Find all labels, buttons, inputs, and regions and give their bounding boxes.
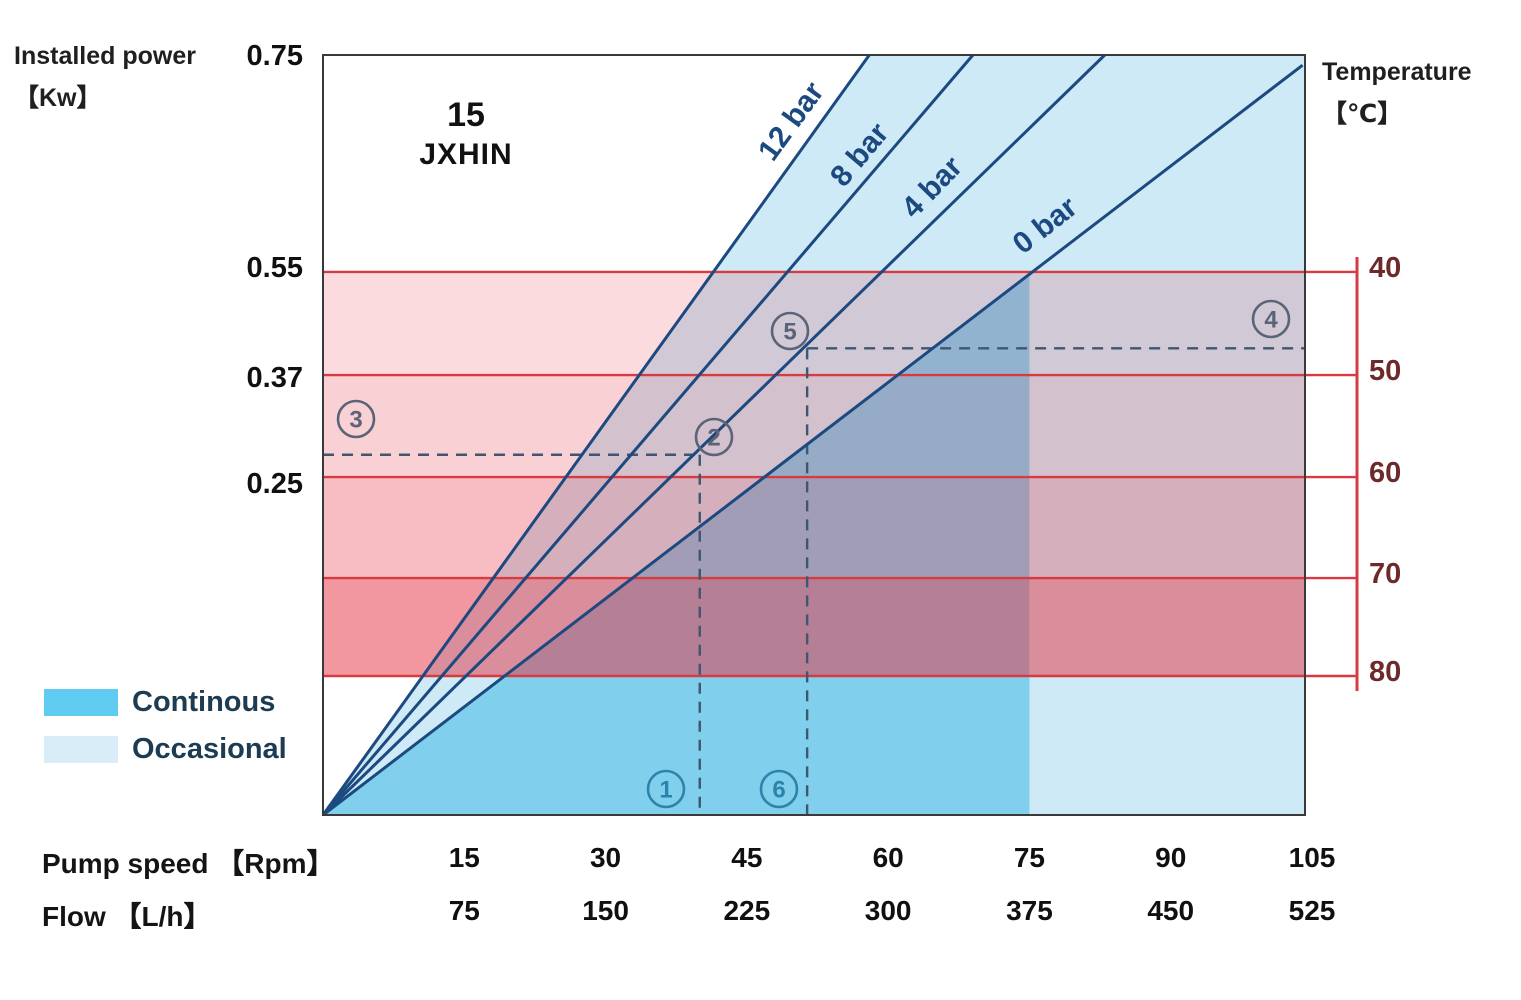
annotation-number: 3 — [349, 407, 362, 434]
legend-item-occasional: Occasional — [44, 733, 287, 766]
temperature-band — [323, 578, 1305, 676]
legend-label: Occasional — [132, 733, 287, 765]
legend-item-continuous: Continous — [44, 686, 275, 719]
temperature-band — [323, 375, 1305, 478]
temperature-band — [323, 477, 1305, 579]
annotation-circle — [770, 311, 810, 351]
annotation-circle — [694, 417, 734, 457]
power-axis-unit: 【Kw】 — [14, 84, 102, 112]
annotation-number: 2 — [707, 425, 720, 452]
temperature-band — [323, 271, 1305, 376]
annotation-number: 5 — [783, 319, 796, 346]
pressure-line — [321, 54, 871, 816]
annotation-circle — [336, 399, 376, 439]
annotation-circle — [1251, 299, 1291, 339]
brand-name: JXHIN — [419, 138, 513, 171]
plot-border — [322, 54, 1306, 816]
annotation-number: 6 — [772, 777, 785, 804]
legend-label: Continous — [132, 686, 276, 718]
annotation-number: 4 — [1264, 307, 1278, 334]
pressure-line — [321, 53, 1106, 817]
pressure-line — [321, 54, 975, 816]
speed-axis-label: Pump speed 【Rpm】 — [42, 848, 335, 879]
annotation-number: 1 — [659, 777, 672, 804]
continuous-swatch — [44, 689, 118, 716]
pressure-line — [322, 63, 1304, 817]
flow-axis-label: Flow 【L/h】 — [42, 901, 212, 932]
annotation-circle — [759, 769, 799, 809]
model-number: 15 — [447, 96, 485, 134]
power-axis-title: Installed power — [14, 42, 196, 70]
annotation-circle — [646, 769, 686, 809]
temperature-axis-title: Temperature — [1322, 58, 1472, 86]
temperature-axis-unit: 【℃】 — [1322, 100, 1403, 128]
occasional-swatch — [44, 736, 118, 763]
